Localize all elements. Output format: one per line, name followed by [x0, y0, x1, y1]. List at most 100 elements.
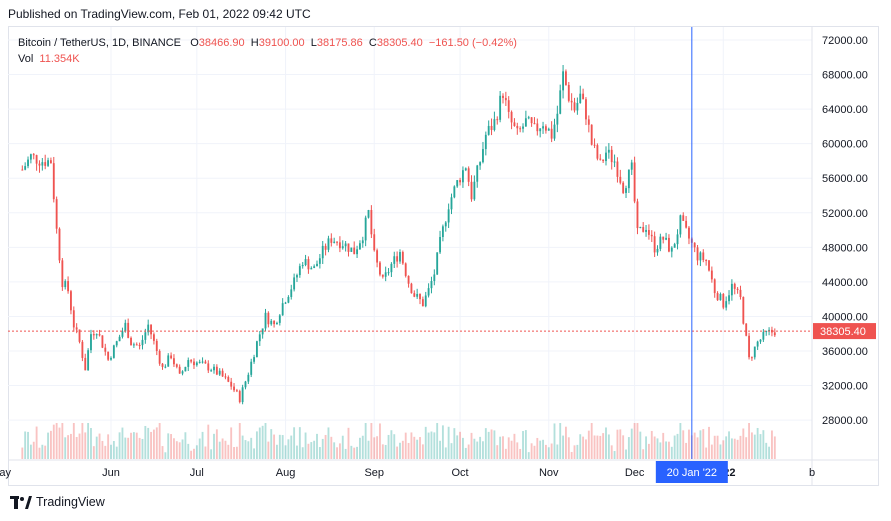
candle-body [482, 149, 484, 163]
volume-bar [344, 448, 347, 459]
candle-body [310, 267, 313, 270]
volume-bar [313, 440, 316, 459]
volume-bar [318, 447, 321, 459]
candle-body [710, 270, 713, 280]
candle-body [708, 260, 710, 271]
volume-bar [49, 430, 52, 459]
candle-body [404, 263, 407, 276]
tradingview-brand[interactable]: TradingView [10, 495, 105, 509]
candle-body [479, 162, 482, 166]
volume-bar [307, 443, 310, 459]
candle-body [118, 336, 121, 342]
candle-body [370, 210, 373, 235]
candle-body [444, 222, 447, 227]
volume-bar [301, 447, 304, 459]
volume-bar [284, 445, 287, 459]
volume-bar [699, 430, 702, 459]
volume-bar [416, 439, 419, 459]
volume-bar [490, 429, 493, 459]
time-tick-label: Dec [625, 467, 645, 479]
volume-bar [470, 432, 473, 459]
candle-body [399, 252, 401, 262]
volume-bar [739, 435, 742, 459]
candle-body [213, 366, 215, 371]
volume-bar [107, 434, 110, 459]
volume-bar [607, 434, 610, 459]
volume-bar [573, 445, 576, 459]
volume-bar [55, 423, 58, 459]
volume-bar [247, 441, 250, 459]
candle-body [450, 197, 453, 210]
volume-bar [376, 436, 379, 459]
candle-body [587, 119, 590, 125]
chart-frame[interactable] [8, 26, 879, 486]
candle-body [436, 252, 439, 275]
volume-bar [115, 446, 118, 459]
volume-bar [75, 436, 78, 459]
volume-bar [550, 443, 553, 459]
candle-body [32, 154, 35, 156]
volume-bar [441, 425, 444, 459]
candle-body [167, 355, 170, 367]
candle-body [158, 350, 161, 364]
candle-body [144, 332, 147, 340]
volume-bar [124, 437, 127, 459]
candle-body [207, 363, 210, 371]
candle-body [161, 363, 164, 367]
volume-bar [21, 447, 24, 459]
volume-bar [198, 438, 201, 459]
candle-body [413, 293, 416, 297]
candle-body [150, 324, 152, 335]
candle-body [530, 117, 533, 124]
candle-body [95, 334, 98, 336]
chart-grid [8, 27, 812, 459]
candle-body [493, 119, 496, 130]
volume-bar [439, 440, 441, 459]
volume-bar [333, 442, 336, 459]
volume-bar [585, 439, 587, 459]
candle-body [639, 226, 642, 229]
volume-bar [370, 423, 373, 459]
volume-bar [753, 434, 756, 459]
candle-body [676, 234, 679, 245]
candle-body [373, 234, 376, 251]
volume-bar [647, 443, 650, 459]
candle-body [722, 294, 725, 308]
volume-bar [484, 428, 487, 459]
volume-bar [204, 446, 207, 459]
volume-bar [476, 441, 479, 459]
volume-bar [444, 447, 447, 459]
candle-body [387, 272, 390, 274]
crosshair-date-badge [655, 461, 728, 483]
candle-body [41, 162, 44, 166]
price-tick-label: 56000.00 [822, 173, 868, 185]
volume-bar [161, 446, 164, 459]
volume-bar [310, 442, 313, 459]
volume-bar [745, 437, 748, 459]
candle-body [336, 241, 338, 243]
volume-bar [499, 436, 502, 459]
price-tick-label: 60000.00 [822, 139, 868, 151]
volume-bar [579, 434, 582, 459]
volume-bar [728, 431, 730, 459]
candle-body [47, 160, 49, 166]
candle-body [633, 162, 636, 202]
volume-bar [627, 437, 630, 459]
candle-body [467, 168, 470, 182]
volume-bar [404, 432, 407, 459]
candle-body [55, 199, 58, 229]
candle-body [768, 329, 771, 331]
volume-bar [479, 436, 482, 459]
candle-body [21, 169, 24, 171]
volume-bar [215, 429, 218, 459]
volume-bar [567, 437, 570, 459]
volume-bar [696, 437, 699, 459]
volume-bar [765, 442, 768, 459]
volume-bar [367, 440, 370, 459]
candle-body [713, 279, 716, 294]
candle-body [333, 241, 336, 243]
open-label: O [190, 37, 199, 49]
candle-body [258, 334, 261, 342]
volume-bar [642, 449, 645, 459]
